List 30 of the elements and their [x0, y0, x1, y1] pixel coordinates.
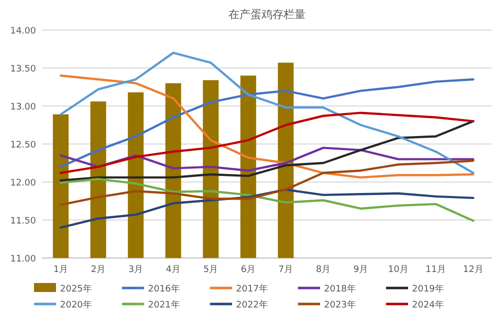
chart-title: 在产蛋鸡存栏量 — [228, 8, 306, 21]
x-tick-label: 6月 — [240, 265, 256, 275]
legend-label: 2020年 — [60, 300, 92, 310]
legend-label: 2017年 — [236, 284, 268, 294]
legend-label: 2021年 — [148, 300, 180, 310]
legend-label: 2019年 — [412, 284, 444, 294]
x-tick-label: 8月 — [316, 265, 331, 275]
y-tick-label: 14.00 — [10, 26, 36, 36]
x-tick-label: 5月 — [203, 265, 218, 275]
legend-label: 2016年 — [148, 284, 180, 294]
x-tick-label: 7月 — [278, 265, 294, 275]
legend-label: 2018年 — [324, 284, 356, 294]
y-tick-label: 13.50 — [10, 64, 36, 74]
y-tick-label: 13.00 — [10, 102, 36, 112]
x-tick-label: 4月 — [166, 265, 181, 275]
x-tick-label: 10月 — [388, 265, 408, 275]
y-tick-label: 12.00 — [10, 178, 36, 188]
x-tick-label: 9月 — [353, 265, 368, 275]
x-tick-label: 1月 — [53, 265, 68, 275]
x-tick-label: 12月 — [463, 265, 484, 275]
legend-label: 2025年 — [60, 284, 92, 294]
legend-label: 2023年 — [324, 300, 356, 310]
y-tick-label: 11.00 — [10, 254, 36, 264]
x-tick-label: 3月 — [128, 265, 144, 275]
x-tick-label: 11月 — [426, 265, 446, 275]
legend-label: 2024年 — [412, 300, 444, 310]
x-tick-label: 2月 — [90, 265, 106, 275]
y-tick-label: 12.50 — [10, 140, 36, 150]
legend-label: 2022年 — [236, 300, 268, 310]
y-tick-label: 11.50 — [10, 216, 36, 226]
